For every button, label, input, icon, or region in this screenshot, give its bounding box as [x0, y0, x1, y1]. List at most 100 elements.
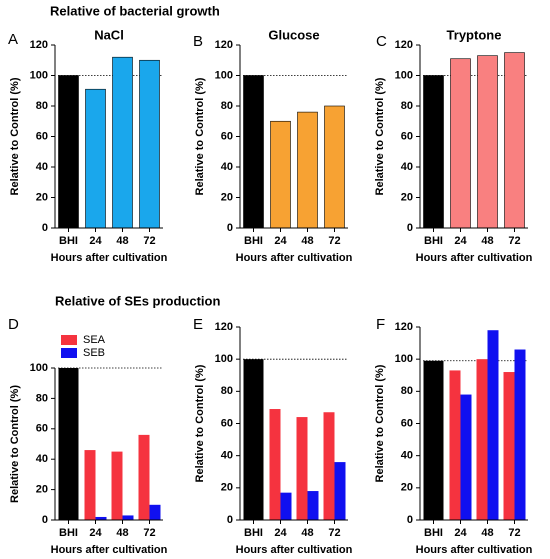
bar — [477, 55, 498, 229]
y-tick-label: 0 — [407, 514, 413, 526]
bar — [307, 491, 319, 520]
y-tick-label: 20 — [36, 484, 48, 496]
y-tick-label: 40 — [401, 450, 413, 462]
bar — [280, 492, 292, 520]
y-tick-label: 120 — [395, 321, 413, 333]
y-tick-label: 40 — [36, 453, 48, 465]
y-tick-label: 80 — [36, 392, 48, 404]
heading: Relative of SEs production — [55, 293, 220, 308]
panel-letter: A — [8, 31, 18, 48]
x-tick-label: BHI — [59, 235, 78, 247]
y-tick-label: 20 — [36, 191, 48, 203]
x-tick-label: BHI — [244, 527, 263, 539]
bar — [503, 372, 515, 520]
x-axis-label: Hours after cultivation — [416, 544, 533, 556]
x-axis-label: Hours after cultivation — [236, 544, 353, 556]
y-tick-label: 100 — [215, 69, 233, 81]
legend-label: SEA — [83, 334, 106, 346]
x-tick-label: 72 — [508, 527, 520, 539]
x-tick-label: 48 — [481, 235, 493, 247]
x-tick-label: 48 — [481, 527, 493, 539]
x-tick-label: 48 — [301, 527, 313, 539]
y-tick-label: 120 — [215, 39, 233, 51]
y-tick-label: 20 — [221, 191, 233, 203]
y-tick-label: 0 — [227, 514, 233, 526]
y-tick-label: 100 — [395, 353, 413, 365]
bar — [149, 504, 161, 520]
bar — [84, 450, 96, 520]
legend-swatch — [61, 348, 77, 358]
y-tick-label: 20 — [401, 191, 413, 203]
y-axis-label: Relative to Control (%) — [9, 385, 21, 503]
x-tick-label: 72 — [143, 527, 155, 539]
bar — [112, 56, 133, 229]
y-tick-label: 0 — [42, 514, 48, 526]
legend-swatch — [61, 335, 77, 345]
bar — [85, 88, 106, 229]
x-tick-label: 48 — [301, 235, 313, 247]
y-tick-label: 100 — [30, 362, 48, 374]
y-tick-label: 60 — [401, 417, 413, 429]
x-tick-label: 48 — [116, 527, 128, 539]
bar — [297, 111, 318, 229]
bar — [270, 120, 291, 229]
y-tick-label: 60 — [221, 130, 233, 142]
bar — [450, 58, 471, 229]
bar — [423, 75, 444, 229]
x-tick-label: 72 — [508, 235, 520, 247]
bar — [323, 412, 335, 520]
x-tick-label: 24 — [89, 235, 102, 247]
x-tick-label: BHI — [244, 235, 263, 247]
panel-letter: D — [8, 316, 19, 333]
x-axis-label: Hours after cultivation — [236, 252, 353, 264]
bar — [122, 515, 134, 520]
y-tick-label: 120 — [395, 39, 413, 51]
bar — [324, 105, 345, 229]
y-tick-label: 80 — [221, 100, 233, 112]
bar — [95, 516, 107, 520]
heading: Relative of bacterial growth — [50, 3, 220, 18]
y-tick-label: 60 — [36, 130, 48, 142]
y-tick-label: 40 — [221, 161, 233, 173]
bar — [504, 52, 525, 229]
bar — [514, 349, 526, 520]
y-tick-label: 60 — [401, 130, 413, 142]
y-tick-label: 120 — [30, 39, 48, 51]
y-tick-label: 40 — [36, 161, 48, 173]
bar — [58, 75, 79, 229]
x-tick-label: 24 — [454, 235, 467, 247]
y-axis-label: Relative to Control (%) — [9, 77, 21, 195]
bar — [243, 75, 264, 229]
bar — [139, 59, 160, 229]
y-tick-label: 20 — [221, 482, 233, 494]
y-tick-label: 100 — [395, 69, 413, 81]
control-bar — [423, 360, 444, 520]
y-tick-label: 0 — [42, 222, 48, 234]
bar — [487, 330, 499, 520]
x-axis-label: Hours after cultivation — [51, 544, 168, 556]
legend-label: SEB — [83, 347, 105, 359]
x-tick-label: 24 — [89, 527, 102, 539]
panel-letter: C — [376, 33, 387, 50]
x-tick-label: 48 — [116, 235, 128, 247]
y-tick-label: 100 — [215, 353, 233, 365]
x-tick-label: 24 — [454, 527, 467, 539]
y-tick-label: 80 — [221, 385, 233, 397]
panel-letter: B — [193, 33, 203, 50]
y-tick-label: 80 — [401, 100, 413, 112]
bar — [269, 409, 281, 520]
y-tick-label: 0 — [407, 222, 413, 234]
x-tick-label: 24 — [274, 527, 287, 539]
bar — [334, 462, 346, 520]
y-tick-label: 100 — [30, 69, 48, 81]
x-tick-label: 72 — [143, 235, 155, 247]
bar — [449, 370, 461, 520]
chart-title: Tryptone — [447, 27, 502, 42]
y-axis-label: Relative to Control (%) — [374, 364, 386, 482]
bar — [296, 417, 308, 520]
chart-title: Glucose — [268, 27, 319, 42]
bar — [111, 451, 123, 520]
y-tick-label: 40 — [221, 450, 233, 462]
y-tick-label: 20 — [401, 482, 413, 494]
